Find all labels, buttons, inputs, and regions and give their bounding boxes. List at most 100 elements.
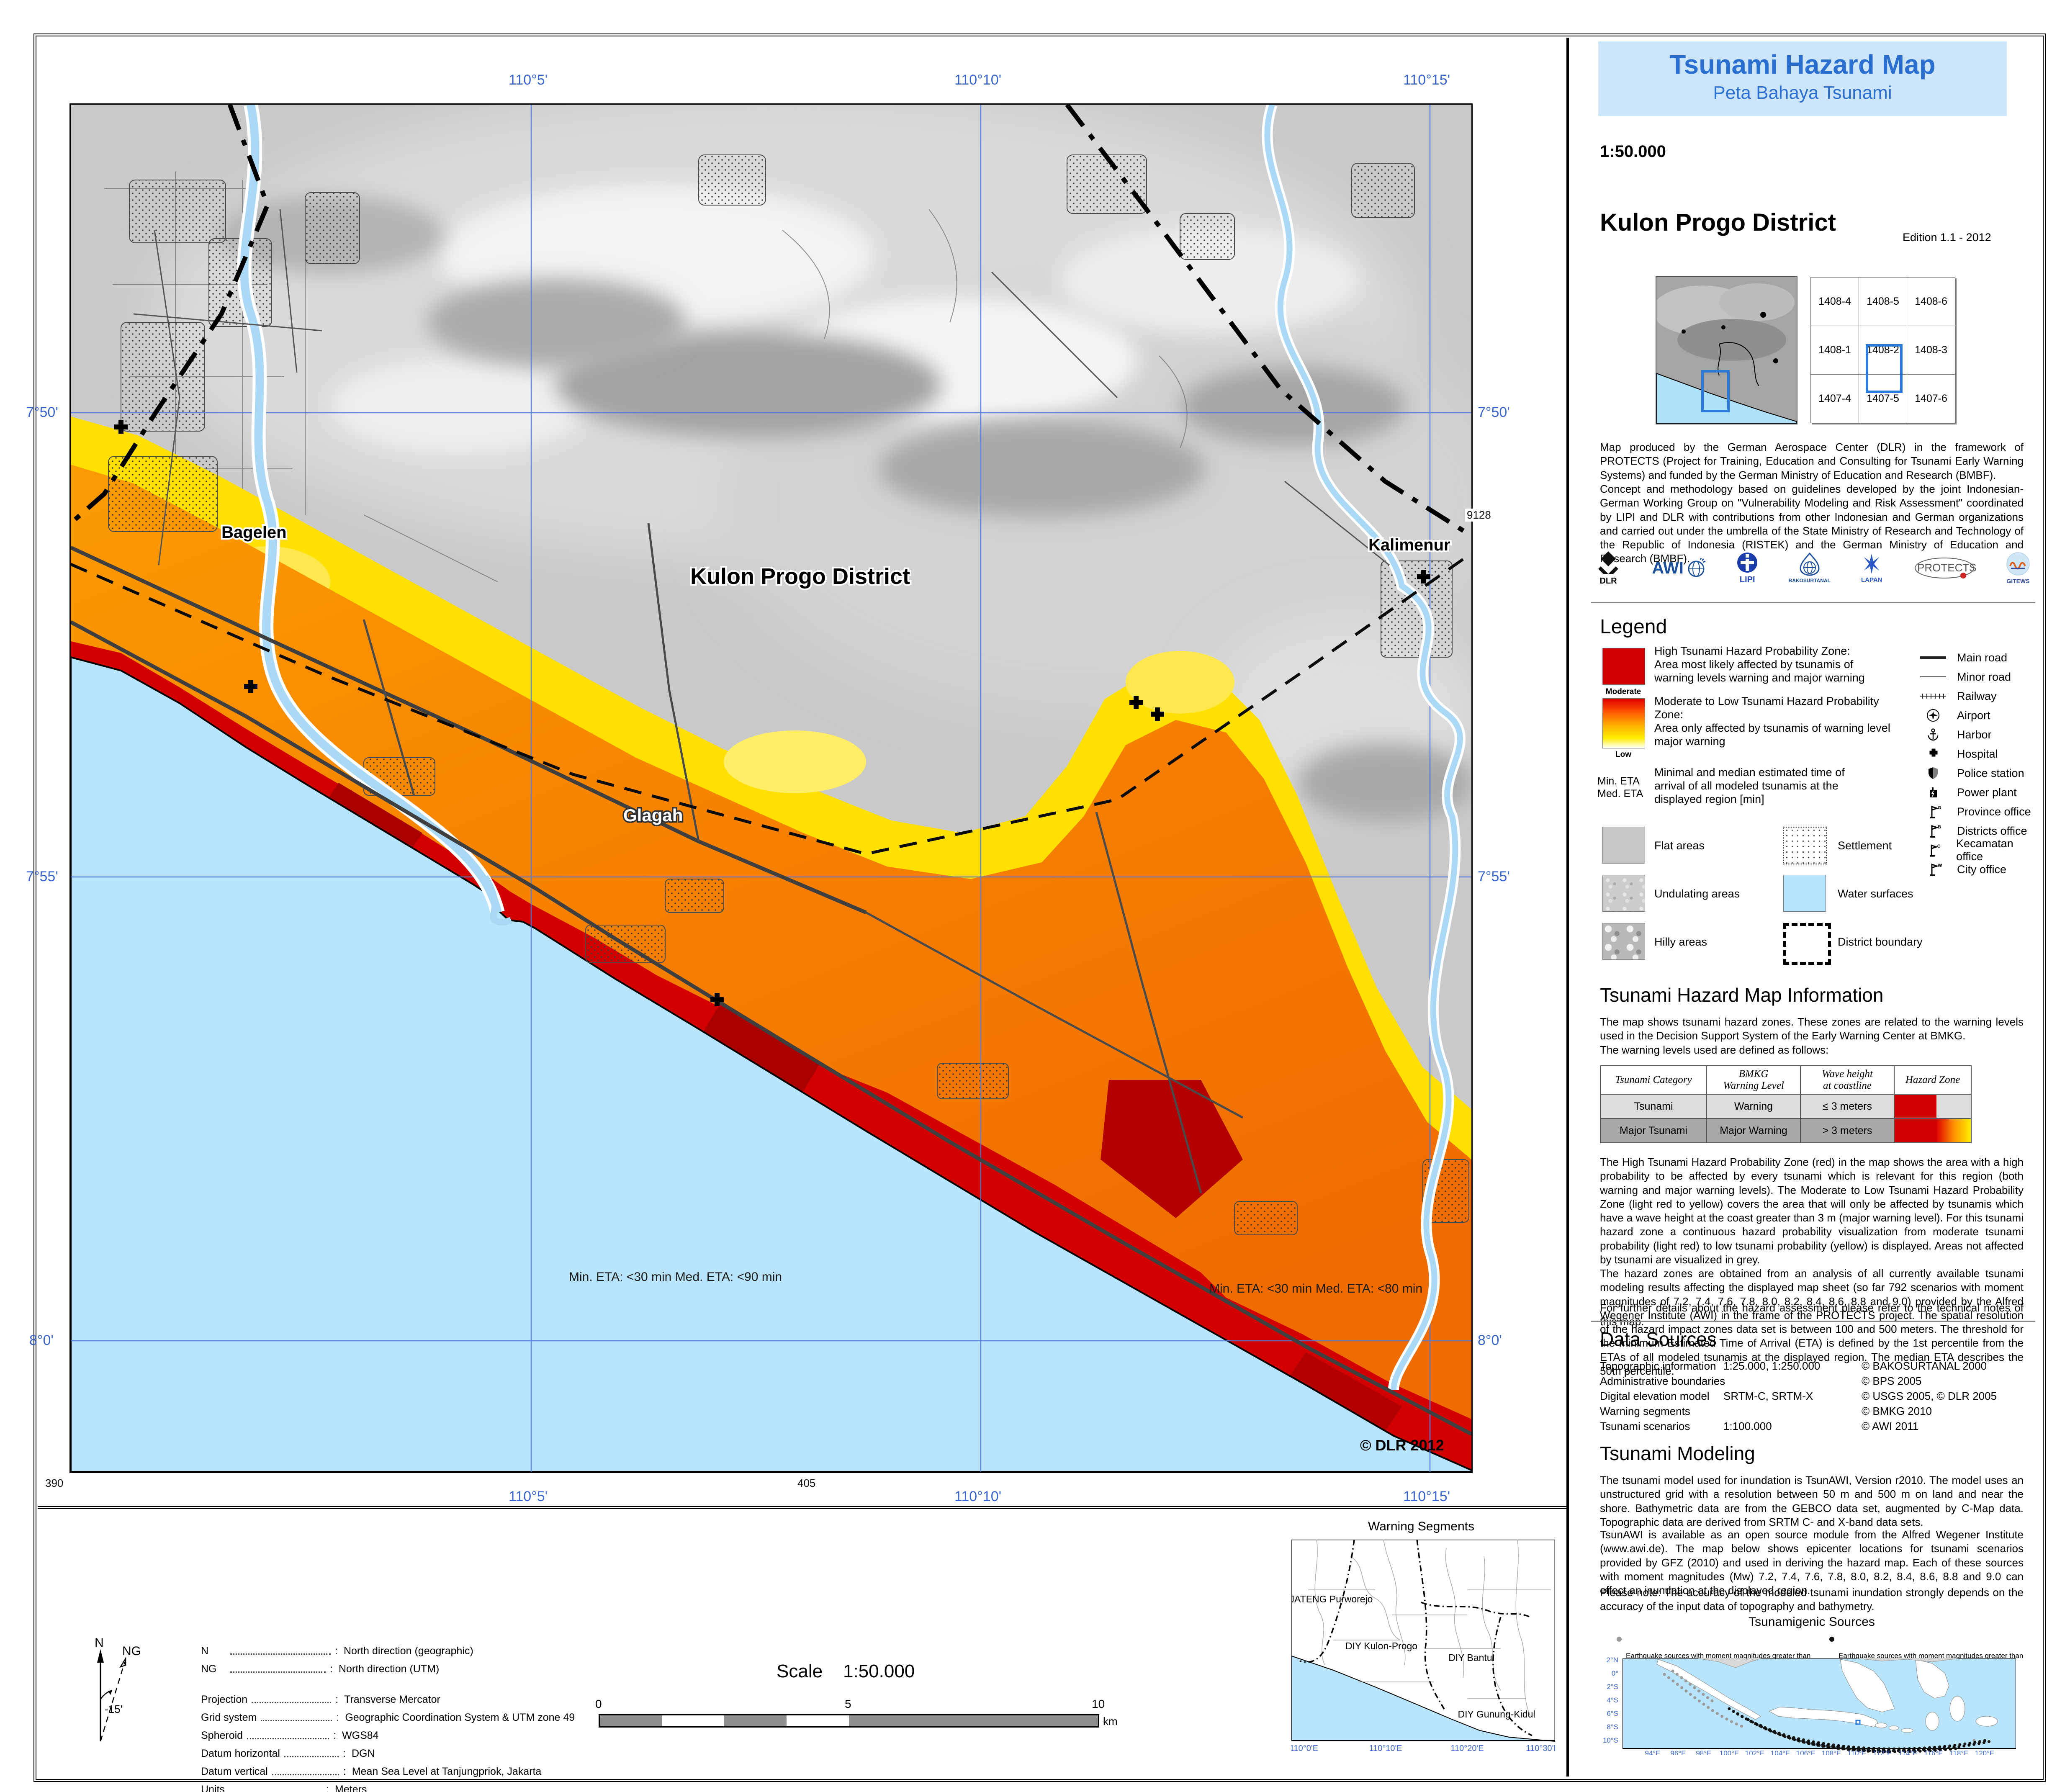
dlr-icon	[1598, 551, 1618, 574]
grat-right-0: 7°50'	[1478, 404, 1510, 420]
svg-text:102°E: 102°E	[1745, 1749, 1765, 1755]
grat-top-1: 110°10'	[954, 72, 1002, 88]
legend-undulating-swatch	[1602, 875, 1645, 912]
wl-cell: ≤ 3 meters	[1800, 1094, 1895, 1119]
legend-moderate-text: Moderate to Low Tsunami Hazard Probabili…	[1654, 695, 1890, 748]
wl-cell: > 3 meters	[1800, 1118, 1895, 1143]
legend-hilly-swatch	[1602, 923, 1645, 960]
wl-cell: Major Tsunami	[1600, 1118, 1707, 1143]
epicenters-black	[1728, 1707, 1992, 1754]
wl-zone-moderate-swatch	[1894, 1118, 1972, 1143]
svg-text:114°E: 114°E	[1898, 1749, 1917, 1755]
legend-high-text: High Tsunami Hazard Probability Zone: Ar…	[1654, 645, 1865, 684]
scale-bar-label-0: 0	[595, 1697, 602, 1710]
legend-symbol-harbor: Harbor	[1919, 725, 2041, 744]
city-office-icon: W	[1930, 863, 1942, 876]
legend-settlement-swatch	[1783, 827, 1827, 864]
svg-text:106°E: 106°E	[1796, 1749, 1816, 1755]
index-cell: 1408-6	[1907, 277, 1955, 326]
index-grid-extent-box	[1866, 344, 1903, 393]
logo-lipi: LIPI	[1736, 552, 1758, 585]
svg-text:B: B	[1938, 825, 1941, 830]
page-title: Tsunami Hazard Map	[1669, 49, 1936, 80]
logo-dlr: DLR	[1595, 550, 1622, 586]
districts-office-icon: B	[1930, 825, 1941, 838]
region-kulonprogo: DIY Kulon-Progo	[1345, 1640, 1417, 1651]
legend-high-swatch	[1602, 648, 1645, 685]
info-note: For further details about the hazard ass…	[1600, 1301, 2024, 1328]
admin-lines	[1308, 1539, 1551, 1716]
source-row: Topographic information 1:25.000, 1:250.0…	[1600, 1360, 1987, 1372]
main-map-canvas: Bagelen Kulon Progo District Kalimenur G…	[69, 88, 1515, 1473]
grat-right-2: 8°0'	[1478, 1332, 1502, 1348]
scale-caption: Scale 1:50.000	[777, 1661, 915, 1681]
svg-text:116°E: 116°E	[1924, 1749, 1943, 1755]
dark-red-patch	[1101, 1080, 1243, 1218]
svg-text:C: C	[1937, 844, 1941, 849]
sea	[70, 656, 1472, 1473]
district-heading: Kulon Progo District	[1600, 209, 1836, 236]
logo-bakosurtanal: BAKOSURTANAL	[1789, 553, 1831, 584]
wl-th-wave: Wave height at coastline	[1800, 1065, 1895, 1095]
legend-symbol-main-road: Main road	[1919, 648, 2041, 667]
roads	[69, 209, 1473, 1436]
legend-moderate-top-label: Moderate	[1605, 687, 1641, 696]
legend-symbol-districts: B Districts office	[1919, 821, 2041, 841]
legend-symbols: Main road Minor road Railway Airport Har…	[1919, 648, 2041, 879]
wl-th-level: BMKG Warning Level	[1706, 1065, 1801, 1095]
source-row: Administrative boundaries © BPS 2005	[1600, 1375, 1922, 1387]
harbor-icon	[1928, 728, 1939, 741]
svg-text:98°E: 98°E	[1696, 1749, 1711, 1755]
legend-settlement-label: Settlement	[1838, 839, 1892, 852]
modeling-p2: TsunAWI is available as an open source m…	[1600, 1528, 2024, 1597]
edition-label: Edition 1.1 - 2012	[1903, 231, 1991, 244]
tsunamigenic-x-labels: 94°E 96°E 98°E 100°E 102°E 104°E 106°E 108°E…	[1645, 1749, 1994, 1757]
gitews-icon	[2006, 552, 2030, 576]
declination-label: -15'	[105, 1703, 123, 1715]
railway-icon	[1920, 694, 1946, 699]
scale-bar-label-5: 5	[845, 1697, 851, 1710]
legend-heading: Legend	[1600, 616, 1667, 638]
mapsheet-marker	[1855, 1720, 1861, 1725]
logo-lapan: LAPAN	[1861, 553, 1882, 584]
wl-cell: Major Warning	[1706, 1118, 1801, 1143]
tsunamigenic-map: 94°E 96°E 98°E 100°E 102°E 104°E 106°E 108°E…	[1622, 1658, 2016, 1757]
legend-symbol-police: Police station	[1919, 764, 2041, 783]
legend-water-swatch	[1783, 875, 1826, 912]
airport-icon	[1927, 709, 1939, 722]
svg-text:110°0'E: 110°0'E	[1291, 1744, 1318, 1753]
logo-row: DLR AWI LIPI BAKOSURTANAL LAPAN PROTECTS…	[1595, 543, 2030, 593]
eta-annotation-west: Min. ETA: <30 min Med. ETA: <90 min	[569, 1270, 782, 1284]
legend-symbol-province: G Province office	[1919, 802, 2041, 821]
grat-top-2: 110°15'	[1403, 72, 1450, 88]
label-glagah: Glagah	[623, 805, 683, 825]
source-row: Warning segments © BMKG 2010	[1600, 1405, 1932, 1417]
svg-text:100°E: 100°E	[1720, 1749, 1739, 1755]
info-heading: Tsunami Hazard Map Information	[1600, 984, 1884, 1006]
wl-th-zone: Hazard Zone	[1894, 1065, 1972, 1095]
legend-flat-swatch	[1602, 827, 1645, 864]
ws-x-labels: 110°0'E 110°10'E 110°20'E 110°30'E	[1290, 1744, 1559, 1753]
tsunamigenic-y-labels: 2°N 0° 2°S 4°S 6°S 8°S 10°S	[1602, 1656, 1618, 1744]
legend-symbol-kecamatan: C Kecamatan office	[1919, 837, 2041, 863]
index-extent-box	[1701, 370, 1730, 412]
police-station-icon	[1929, 767, 1938, 779]
ng-label: NG	[122, 1644, 141, 1658]
svg-text:94°E: 94°E	[1645, 1749, 1660, 1755]
svg-text:108°E: 108°E	[1822, 1749, 1841, 1755]
svg-text:110°30'E: 110°30'E	[1526, 1744, 1555, 1753]
modeling-p1: The tsunami model used for inundation is…	[1600, 1474, 2024, 1528]
hospital-icons	[114, 420, 1430, 1006]
svg-text:110°10'E: 110°10'E	[1369, 1744, 1402, 1753]
warning-segments-map: JATENG Purworejo DIY Kulon-Progo DIY Ban…	[1259, 1539, 1559, 1753]
sources-heading: Data Sources	[1600, 1328, 1717, 1350]
eta-annotation-east: Min. ETA: <30 min Med. ETA: <80 min	[1209, 1282, 1422, 1296]
north-arrow-canvas: N NG -15'	[95, 1636, 141, 1742]
credit-paragraph-1: Map produced by the German Aerospace Cen…	[1600, 441, 2024, 481]
scale-bar-track	[599, 1714, 1099, 1728]
index-overview-canvas	[1656, 277, 1797, 424]
grat-left-1: 7°55'	[26, 869, 58, 884]
index-cell: 1408-1	[1810, 326, 1859, 375]
grat-bot-2: 110°15'	[1403, 1489, 1450, 1504]
modeling-heading: Tsunami Modeling	[1600, 1442, 1755, 1464]
